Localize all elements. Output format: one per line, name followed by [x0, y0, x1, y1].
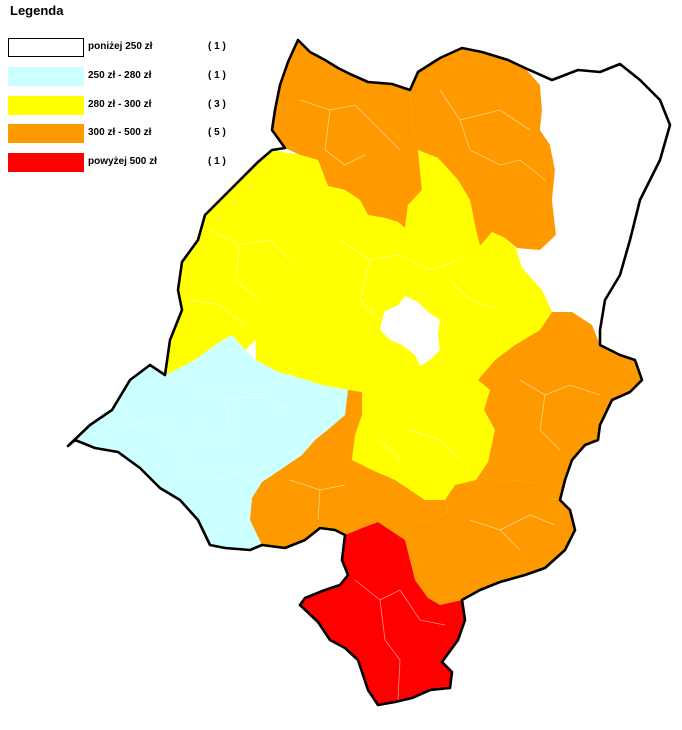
- legend-count: ( 3 ): [208, 99, 226, 110]
- legend-label: 300 zł - 500 zł: [88, 127, 152, 138]
- region-city: [380, 296, 440, 366]
- legend-swatch: [8, 96, 84, 115]
- legend-count: ( 1 ): [208, 41, 226, 52]
- legend-count: ( 5 ): [208, 127, 226, 138]
- legend-count: ( 1 ): [208, 156, 226, 167]
- legend-title: Legenda: [10, 3, 64, 18]
- legend-swatch: [8, 153, 84, 172]
- legend-item-250-280: 250 zł - 280 zł ( 1 ): [8, 67, 248, 88]
- region-north-central: [410, 48, 556, 252]
- legend-label: poniżej 250 zł: [88, 41, 153, 52]
- region-central-south: [352, 380, 495, 500]
- region-south-east: [405, 462, 575, 605]
- legend-item-300-500: 300 zł - 500 zł ( 5 ): [8, 124, 248, 145]
- region-south-west: [68, 335, 362, 550]
- legend-swatch: [8, 67, 84, 86]
- municipal-borders: [119, 89, 651, 701]
- region-east: [478, 312, 642, 500]
- legend-swatch: [8, 38, 84, 57]
- legend-item-below-250: poniżej 250 zł ( 1 ): [8, 38, 248, 59]
- legend-item-280-300: 280 zł - 300 zł ( 3 ): [8, 96, 248, 117]
- region-central-west: [165, 150, 328, 375]
- region-south-central: [250, 390, 448, 548]
- region-south: [300, 522, 465, 705]
- legend-label: 250 zł - 280 zł: [88, 70, 152, 81]
- legend-label: 280 zł - 300 zł: [88, 99, 152, 110]
- legend-label: powyżej 500 zł: [88, 156, 157, 167]
- voivodeship-outline: [66, 38, 672, 707]
- legend-count: ( 1 ): [208, 70, 226, 81]
- region-north-west: [272, 40, 422, 228]
- region-north-east: [516, 64, 670, 330]
- legend-swatch: [8, 124, 84, 143]
- legend-item-above-500: powyżej 500 zł ( 1 ): [8, 153, 248, 174]
- region-central: [256, 150, 552, 410]
